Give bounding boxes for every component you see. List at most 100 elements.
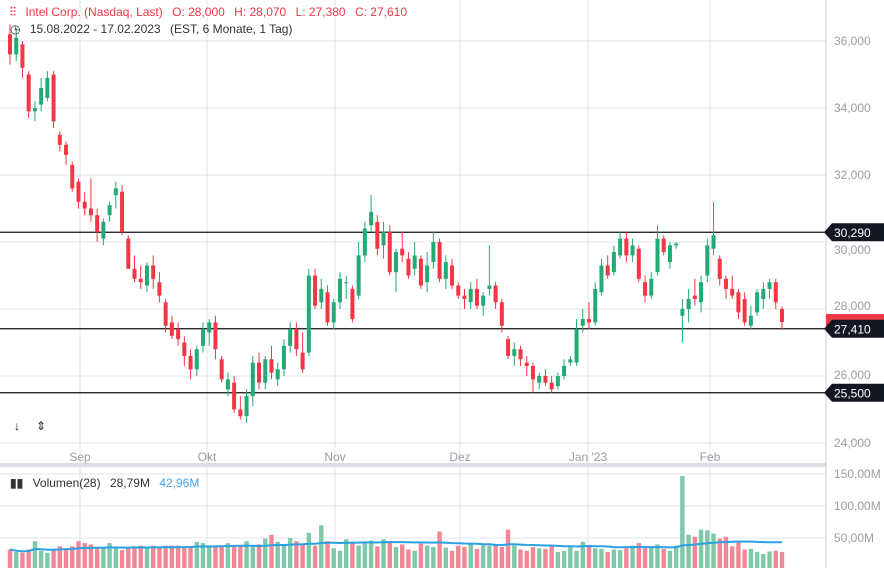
month-label: Nov: [324, 450, 345, 464]
volume-bar: [182, 548, 187, 568]
candle-body: [493, 285, 498, 303]
candle-body: [313, 275, 318, 306]
scroll-down-icon[interactable]: ↓: [14, 419, 20, 433]
volume-bar: [393, 546, 399, 568]
volume-bar: [561, 550, 567, 568]
volume-bar: [580, 541, 585, 568]
volume-bar: [642, 548, 648, 568]
candle-body: [499, 302, 504, 326]
candle-body: [530, 365, 535, 380]
price-tick: 26,000: [834, 368, 871, 382]
volume-bar: [138, 545, 143, 568]
candle-body: [232, 382, 237, 410]
candle-body: [699, 282, 704, 303]
indicator-icon[interactable]: ⫶⫶: [10, 5, 17, 19]
candle-body: [57, 134, 62, 145]
volume-bar: [617, 550, 623, 568]
volume-bar: [312, 545, 318, 568]
volume-bar: [169, 545, 175, 568]
candle-body: [319, 288, 324, 303]
candle-body: [418, 258, 423, 286]
axes: 36,000 34,000 32,000 30,000 28,000 26,000 24,0…: [69, 34, 884, 545]
candle-body: [456, 285, 461, 296]
volume-bar: [319, 525, 324, 568]
candle-body: [780, 309, 784, 323]
candle-body: [14, 37, 19, 55]
volume-tick: 150,00M: [834, 467, 881, 481]
candle-body: [717, 258, 722, 279]
month-label: Feb: [700, 450, 721, 464]
volume-bar: [38, 550, 44, 568]
candle-body: [375, 221, 380, 249]
volume-bar: [754, 552, 760, 568]
candle-body: [331, 302, 336, 323]
volume-bar: [281, 544, 287, 568]
candle-body: [686, 298, 691, 309]
volume-bar: [26, 549, 31, 568]
volume-ma-line: [9, 540, 782, 553]
candle-body: [742, 298, 747, 323]
candle-body: [587, 319, 591, 323]
candle-body: [730, 288, 735, 296]
volume-bar: [512, 545, 517, 568]
volume-bar: [63, 548, 69, 568]
candle-body: [362, 228, 367, 256]
candle-body: [169, 322, 174, 336]
volume-bar: [144, 548, 150, 568]
candle-body: [64, 144, 69, 155]
candle-body: [674, 243, 679, 246]
candle-body: [568, 359, 573, 363]
volume-bar: [387, 541, 392, 568]
volume-bar: [362, 543, 368, 568]
volume-bar: [238, 545, 243, 568]
candle-body: [176, 329, 181, 340]
candle-body: [107, 205, 112, 216]
volume-bar: [667, 550, 673, 568]
volume-tick: 50,00M: [834, 531, 874, 545]
candle-body: [144, 265, 149, 286]
candle-body: [736, 292, 741, 313]
volume-bar: [599, 548, 604, 568]
candle-body: [705, 245, 710, 276]
candle-body: [70, 164, 75, 189]
volume-bar: [593, 548, 598, 568]
candle-body: [661, 238, 666, 253]
candle-body: [443, 262, 448, 279]
candle-body: [26, 74, 31, 112]
candle-body: [761, 288, 766, 299]
volume-bar: [406, 549, 411, 568]
volume-bar: [225, 543, 231, 568]
volume-bar: [263, 538, 268, 568]
volume-bar: [524, 550, 529, 568]
candle-body: [549, 382, 554, 390]
candle-body: [126, 238, 131, 269]
volume-bar: [400, 544, 405, 568]
candle-body: [723, 278, 728, 289]
volume-bar: [300, 544, 305, 568]
level-tag: [824, 319, 884, 338]
volume-bar: [375, 546, 380, 568]
volume-bar: [113, 548, 119, 568]
volume-bar: [574, 550, 579, 568]
candle-body: [157, 282, 162, 296]
volume-bar: [325, 541, 330, 568]
date-range: 15.08.2022 - 17.02.2023: [29, 22, 161, 36]
volume-bar: [287, 538, 293, 568]
ohlc-high: H: 28,070: [234, 5, 287, 19]
volume-bar: [101, 547, 106, 568]
volume-bar: [536, 548, 542, 568]
price-tick: 36,000: [834, 34, 871, 48]
candle-body: [325, 292, 330, 323]
legend-symbol-row: ⫶⫶ Intel Corp. (Nasdaq, Last) O: 28,000 …: [10, 5, 413, 20]
volume-bar: [275, 541, 280, 568]
volume-bar: [530, 546, 536, 568]
volume-bar: [256, 544, 262, 568]
scale-icon[interactable]: ⇕: [35, 419, 47, 433]
ohlc-close: C: 27,610: [354, 5, 407, 19]
volume-bar: [624, 548, 629, 568]
candle-body: [537, 376, 542, 383]
candle-body: [394, 252, 398, 273]
candle-body: [636, 248, 641, 279]
volume-bar: [194, 541, 199, 568]
